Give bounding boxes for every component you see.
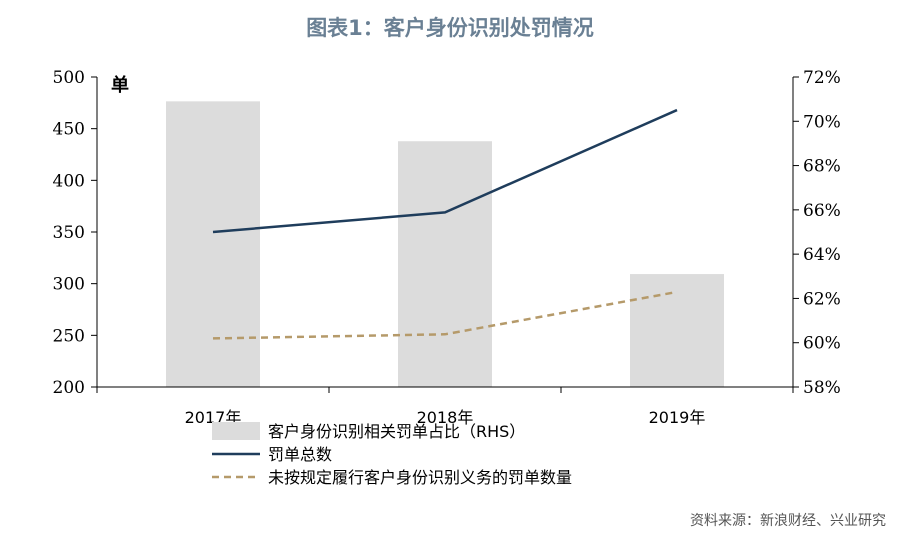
right-tick-label-4: 66%	[803, 201, 841, 221]
right-tick-label-2: 62%	[803, 289, 841, 309]
category-label-2: 2019年	[649, 408, 706, 427]
right-tick-label-0: 58%	[803, 378, 841, 398]
right-tick-label-3: 64%	[803, 245, 841, 265]
legend-swatch-0	[212, 422, 260, 440]
bar-1	[398, 141, 492, 387]
axis-labels: 200 250 300 350 400 450 500 58% 60% 62% 64% 66% 68% 7…	[53, 68, 841, 427]
right-tick-label-5: 68%	[803, 157, 841, 177]
left-tick-label-1: 250	[53, 326, 85, 346]
right-tick-label-1: 60%	[803, 334, 841, 354]
category-label-1: 2018年	[417, 408, 474, 427]
left-tick-label-3: 350	[53, 223, 85, 243]
legend-label-0: 客户身份识别相关罚单占比（RHS）	[268, 422, 525, 441]
source-note: 资料来源：新浪财经、兴业研究	[690, 513, 886, 529]
left-tick-label-0: 200	[53, 378, 85, 398]
left-tick-label-4: 400	[53, 171, 85, 191]
bar-0	[166, 101, 260, 387]
legend-label-1: 罚单总数	[268, 445, 332, 464]
left-tick-label-5: 450	[53, 120, 85, 140]
legend-label-2: 未按规定履行客户身份识别义务的罚单数量	[268, 468, 572, 487]
bar-series	[166, 101, 724, 387]
right-tick-label-7: 72%	[803, 68, 841, 88]
left-axis-unit: 单	[111, 74, 129, 96]
left-tick-label-2: 300	[53, 275, 85, 295]
chart-title: 图表1：客户身份识别处罚情况	[306, 16, 594, 40]
line-series	[212, 108, 678, 340]
bar-2	[630, 274, 724, 387]
left-tick-label-6: 500	[53, 68, 85, 88]
axes	[91, 76, 799, 393]
right-tick-label-6: 70%	[803, 112, 841, 132]
